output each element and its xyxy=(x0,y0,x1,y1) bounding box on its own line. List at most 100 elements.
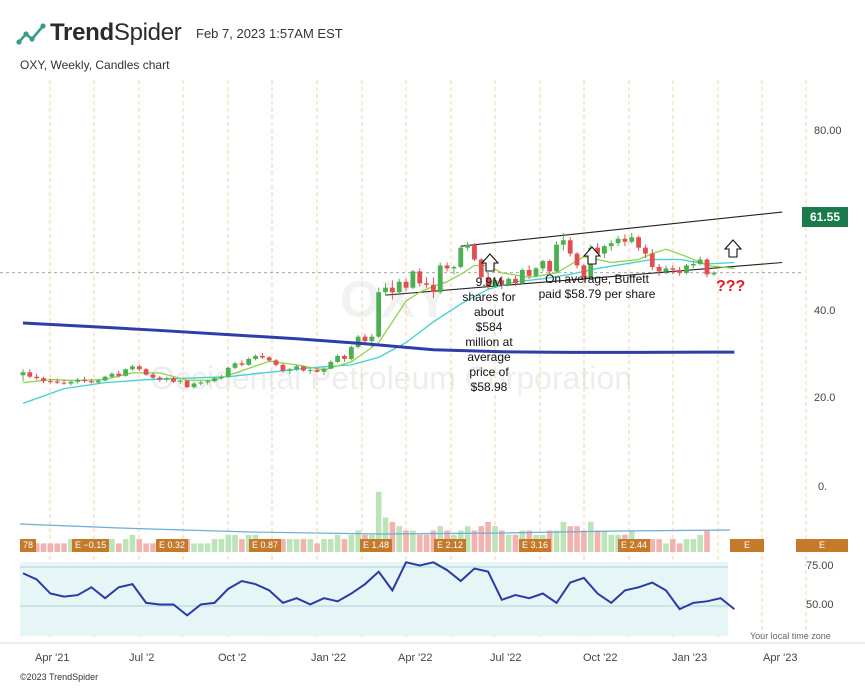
rsi-panel-background xyxy=(20,562,728,636)
x-axis-label: Oct '22 xyxy=(583,652,618,664)
candle xyxy=(253,355,258,359)
volume-bar xyxy=(143,543,149,552)
candle xyxy=(560,240,566,245)
y-axis-label: 80.00 xyxy=(814,125,842,137)
candle xyxy=(554,244,559,272)
volume-bar xyxy=(683,539,690,552)
candle xyxy=(608,243,614,247)
volume-bar xyxy=(334,534,341,552)
volume-bar xyxy=(341,539,348,552)
candle xyxy=(191,383,197,388)
candle xyxy=(649,253,655,267)
candle xyxy=(615,238,621,244)
earnings-badge[interactable]: E 1.48 xyxy=(360,539,393,552)
candle xyxy=(68,381,74,384)
volume-bar xyxy=(314,543,320,552)
volume-bar xyxy=(355,530,361,552)
candle xyxy=(424,283,429,285)
volume-bar xyxy=(601,530,608,552)
volume-bar xyxy=(239,539,245,552)
volume-bar xyxy=(416,534,423,552)
x-axis-label: Jan '23 xyxy=(672,652,708,664)
candle xyxy=(34,376,40,379)
volume-bar xyxy=(280,539,286,552)
candle xyxy=(622,238,628,242)
earnings-badge[interactable]: E xyxy=(796,539,848,552)
ma-slow-line xyxy=(22,321,735,354)
candle xyxy=(171,378,176,382)
earnings-badge[interactable]: E 2.12 xyxy=(434,539,467,552)
candle xyxy=(451,266,457,269)
candle xyxy=(581,265,587,278)
candle xyxy=(506,278,512,285)
candle xyxy=(95,380,101,383)
volume-bar xyxy=(505,534,512,552)
volume-bar xyxy=(61,543,67,552)
candle xyxy=(109,373,115,377)
volume-bar xyxy=(485,521,491,552)
candle xyxy=(212,378,217,382)
ma-green-line xyxy=(22,248,735,384)
volume-bar xyxy=(225,534,231,552)
x-axis-label: Apr '22 xyxy=(398,652,433,664)
last-price-tag: 61.55 xyxy=(802,207,848,227)
candle xyxy=(27,372,33,377)
candle xyxy=(396,281,402,293)
candle xyxy=(314,369,320,372)
candle xyxy=(321,368,327,372)
candle xyxy=(602,246,607,254)
candle xyxy=(690,263,696,266)
candle xyxy=(376,292,382,337)
candle xyxy=(472,244,477,260)
candle xyxy=(444,265,450,269)
earnings-badge[interactable]: E 2.44 xyxy=(618,539,651,552)
volume-bar xyxy=(499,530,505,552)
candle xyxy=(362,336,368,342)
candle xyxy=(519,269,525,284)
volume-bar xyxy=(676,543,683,552)
candle xyxy=(348,347,354,359)
candle xyxy=(335,355,341,362)
candle xyxy=(198,382,204,384)
candle xyxy=(130,366,135,370)
candle xyxy=(663,268,669,272)
volume-bar xyxy=(245,534,252,552)
candle xyxy=(643,247,648,254)
candle xyxy=(684,265,689,273)
candle xyxy=(273,360,279,365)
volume-bar xyxy=(204,543,211,552)
candle xyxy=(431,284,436,293)
rsi-axis-label: 50.00 xyxy=(806,599,834,611)
candle xyxy=(458,247,464,267)
x-axis-label: Jan '22 xyxy=(311,652,347,664)
chart-header: TrendSpider Feb 7, 2023 1:57AM EST OXY, … xyxy=(0,0,865,90)
candle xyxy=(540,261,546,269)
earnings-badge[interactable]: E 3.16 xyxy=(519,539,552,552)
earnings-badge[interactable]: 78 xyxy=(20,539,37,552)
candle xyxy=(342,355,347,359)
earnings-badge[interactable]: E −0.15 xyxy=(72,539,110,552)
candle xyxy=(533,268,539,276)
candle xyxy=(410,271,416,288)
candle xyxy=(89,381,94,383)
earnings-badge[interactable]: E xyxy=(730,539,764,552)
candle xyxy=(478,259,484,278)
volume-bar xyxy=(567,526,573,552)
candle xyxy=(513,278,518,284)
candle xyxy=(150,374,156,378)
annotation-buffett: On average, Buffett paid $58.79 per shar… xyxy=(538,272,656,301)
candle xyxy=(294,366,299,370)
candle xyxy=(677,269,683,273)
earnings-badge[interactable]: E 0.87 xyxy=(249,539,282,552)
volume-bar xyxy=(574,526,580,552)
volume-bar xyxy=(33,543,40,552)
volume-bar xyxy=(293,539,300,552)
candle xyxy=(465,244,470,248)
volume-bar xyxy=(328,539,334,552)
purchase-arrow-icon xyxy=(480,253,500,272)
earnings-badge[interactable]: E 0.32 xyxy=(156,539,189,552)
candle xyxy=(567,240,573,254)
y-axis-label: 20.0 xyxy=(814,392,836,404)
volume-bar xyxy=(307,539,314,552)
